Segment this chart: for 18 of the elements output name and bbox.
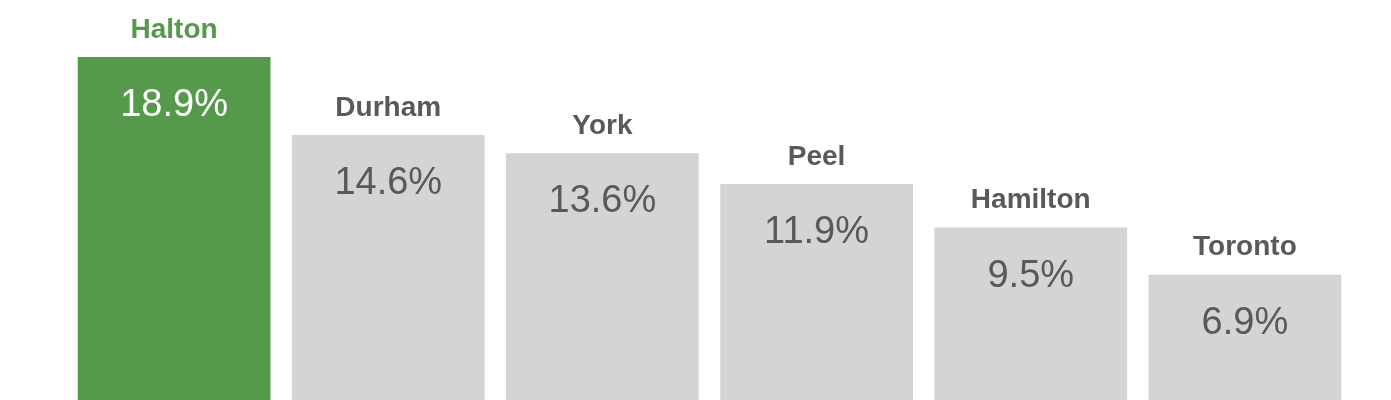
bar	[1148, 274, 1342, 400]
x-tick-label: Hamilton	[970, 183, 1091, 215]
bar	[291, 135, 485, 400]
data-label: 11.9%	[764, 209, 870, 252]
x-tick-label: York	[572, 108, 633, 140]
bar	[720, 184, 913, 400]
data-label: 6.9%	[1201, 299, 1289, 342]
data-label: 13.6%	[548, 178, 657, 221]
bar	[77, 57, 271, 400]
data-label: 18.9%	[120, 82, 228, 124]
data-label: 9.5%	[987, 252, 1075, 295]
bar	[934, 227, 1128, 400]
x-tick-label: Halton	[130, 12, 218, 44]
bar	[506, 153, 699, 400]
x-tick-label: Durham	[335, 90, 442, 122]
data-label: 14.6%	[334, 160, 443, 203]
x-tick-label: Toronto	[1193, 230, 1297, 262]
x-tick-label: Peel	[787, 139, 846, 171]
